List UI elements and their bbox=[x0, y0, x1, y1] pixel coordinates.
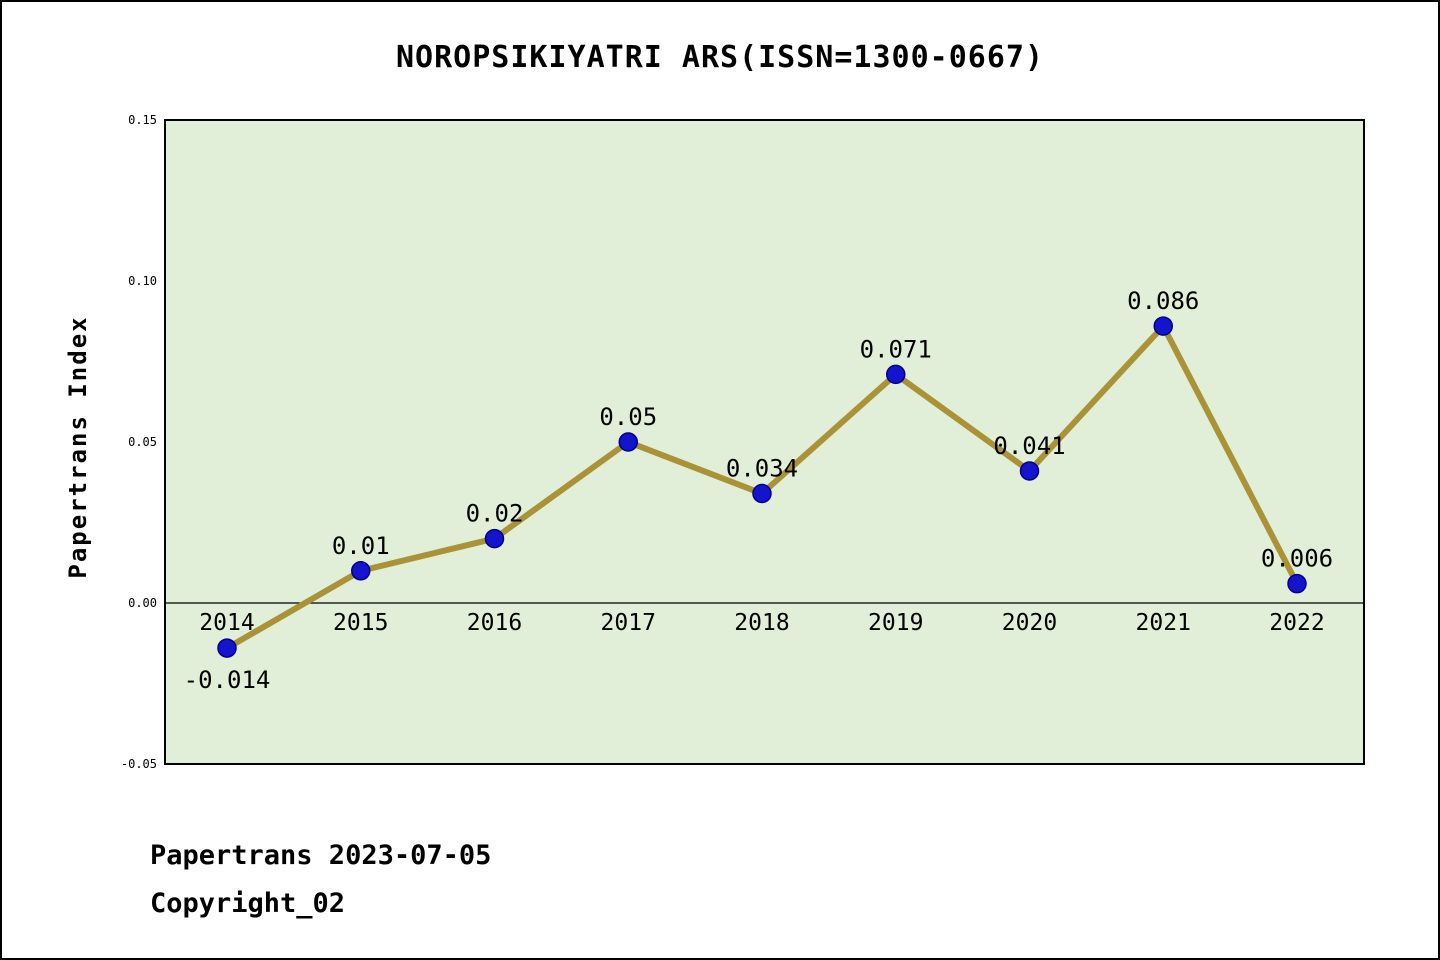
y-tick-label: 0.00 bbox=[128, 596, 157, 610]
data-point bbox=[1153, 316, 1173, 336]
data-point bbox=[1019, 461, 1040, 481]
data-point-label: 0.02 bbox=[466, 500, 524, 528]
chart-title: NOROPSIKIYATRI ARS(ISSN=1300-0667) bbox=[395, 40, 1045, 75]
data-point bbox=[484, 528, 505, 549]
data-point bbox=[351, 561, 371, 581]
data-point-label: 0.041 bbox=[993, 432, 1065, 460]
data-point bbox=[752, 483, 772, 504]
data-point bbox=[886, 364, 906, 385]
plot-area bbox=[164, 119, 1365, 765]
data-point-label: -0.014 bbox=[184, 666, 271, 694]
y-tick-label: 0.15 bbox=[128, 113, 157, 127]
data-point bbox=[618, 432, 638, 452]
data-point-label: 0.006 bbox=[1261, 545, 1333, 573]
data-point bbox=[217, 638, 237, 658]
y-tick-label: 0.10 bbox=[128, 274, 157, 288]
x-tick-label: 2015 bbox=[333, 610, 388, 636]
x-tick-label: 2022 bbox=[1269, 610, 1324, 636]
data-point-label: 0.05 bbox=[599, 403, 657, 431]
data-point bbox=[1287, 573, 1307, 594]
footer-copyright: Copyright_02 bbox=[150, 888, 346, 919]
footer-source-date: Papertrans 2023-07-05 bbox=[150, 840, 492, 871]
x-tick-label: 2014 bbox=[199, 610, 254, 636]
y-tick-label: -0.05 bbox=[121, 757, 157, 771]
x-tick-label: 2020 bbox=[1002, 610, 1057, 636]
data-point-label: 0.071 bbox=[860, 335, 932, 363]
x-tick-label: 2017 bbox=[601, 610, 656, 636]
data-point-label: 0.01 bbox=[332, 532, 390, 560]
x-tick-label: 2019 bbox=[868, 610, 923, 636]
data-point-label: 0.034 bbox=[726, 455, 798, 483]
x-tick-label: 2018 bbox=[734, 610, 789, 636]
x-tick-label: 2016 bbox=[467, 610, 522, 636]
x-tick-label: 2021 bbox=[1136, 610, 1191, 636]
y-tick-label: 0.05 bbox=[128, 435, 157, 449]
data-point-label: 0.086 bbox=[1127, 287, 1199, 315]
